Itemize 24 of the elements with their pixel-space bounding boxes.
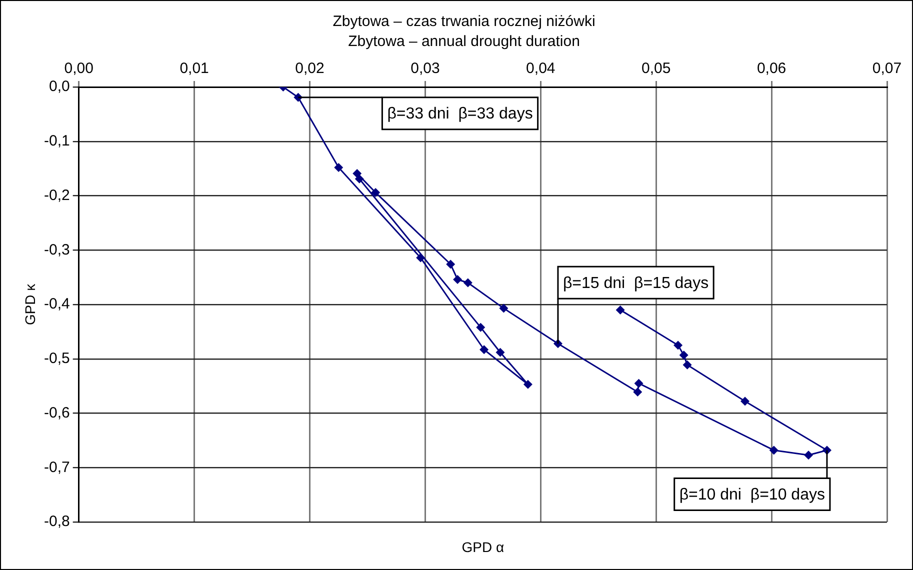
y-tick-label: -0,7 <box>44 458 70 476</box>
y-tick-label: -0,1 <box>44 132 70 150</box>
y-tick-label: -0,8 <box>44 513 70 530</box>
x-tick-label: 0,02 <box>295 60 324 78</box>
y-tick-label: -0,6 <box>44 404 70 422</box>
x-tick-label: 0,07 <box>872 60 902 78</box>
y-axis-title: GPD κ <box>22 282 38 326</box>
x-axis-title: GPD α <box>462 538 504 555</box>
y-tick-label: -0,3 <box>44 241 70 258</box>
y-tick-label: -0,4 <box>44 296 70 313</box>
x-tick-label: 0,04 <box>526 60 556 78</box>
y-tick-label: -0,5 <box>44 350 70 368</box>
annotation: β=15 dni β=15 days <box>562 275 709 292</box>
x-tick-label: 0,00 <box>64 60 94 78</box>
annotation: β=33 dni β=33 days <box>387 106 533 123</box>
y-tick-label: 0,0 <box>48 78 70 96</box>
annotation: β=10 dni β=10 days <box>679 486 825 504</box>
y-tick-label: -0,2 <box>44 186 70 204</box>
x-tick-label: 0,01 <box>180 60 209 78</box>
x-tick-label: 0,06 <box>756 60 786 78</box>
chart-title: Zbytowa – czas trwania rocznej niżówki <box>332 13 596 30</box>
chart-subtitle: Zbytowa – annual drought duration <box>348 33 580 50</box>
x-tick-label: 0,05 <box>642 60 671 78</box>
x-tick-label: 0,03 <box>410 60 440 78</box>
